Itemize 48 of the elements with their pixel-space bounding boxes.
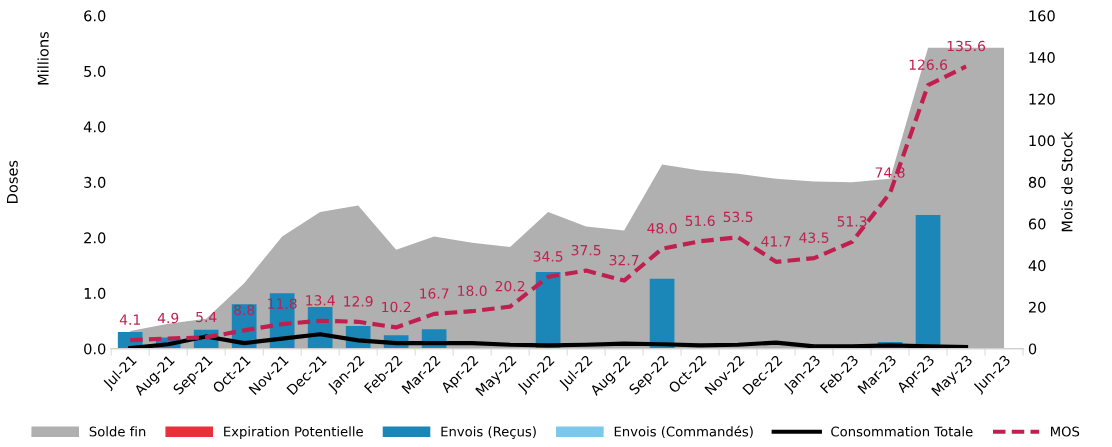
legend-label: Solde fin [89,426,146,437]
data-label: 51.3 [837,216,867,227]
y-axis-title: Doses [6,160,18,203]
data-label: 4.1 [119,314,140,325]
data-label: 34.5 [533,251,563,262]
data-label: 51.6 [685,215,715,227]
y-tick-label: 6.0 [84,10,106,22]
y-tick-label: 1.0 [84,287,106,299]
legend-label: Consommation Totale [831,426,973,437]
data-label: 5.4 [196,311,217,323]
y-tick-label: 2.0 [84,232,106,244]
y2-tick-label: 20 [1028,301,1046,313]
legend-label: Envois (Reçus) [441,426,536,439]
data-label: 16.7 [420,288,449,299]
data-label: 12.9 [344,296,373,307]
y-tick-label: 3.0 [84,176,106,188]
data-label: 20.2 [495,280,525,292]
text: Millions [37,32,49,85]
y2-tick-label: 120 [1029,93,1055,105]
data-label: 8.8 [234,304,255,316]
y2-tick-label: 80 [1028,176,1046,188]
data-label: 43.5 [799,232,829,243]
data-label: 135.6 [947,40,986,52]
y-tick-label: 0.0 [84,343,106,355]
line-series [128,332,969,349]
legend-label: Envois (Commandés) [614,425,753,439]
data-label: 4.9 [157,312,179,324]
y2-tick-label: 0 [1028,343,1037,355]
data-label: 53.5 [723,211,753,223]
y2-tick-label: 100 [1029,135,1055,147]
data-label: 48.0 [647,223,677,234]
data-label: 37.5 [571,244,601,256]
data-label: 126.6 [909,59,948,70]
legend-label: MOS [1051,426,1080,437]
data-label: 10.2 [382,301,411,313]
data-label: 41.7 [761,236,791,247]
data-label: 13.4 [306,295,335,306]
y2-tick-label: 60 [1028,218,1046,230]
legend-label: Expiration Potentielle [224,426,363,440]
bar [649,278,675,349]
y-tick-label: 5.0 [84,65,106,77]
y-tick-label: 4.0 [83,121,106,133]
y2-tick-label: 40 [1028,260,1046,272]
y2-axis-title: Mois de Stock [1061,131,1073,232]
data-label: 18.0 [458,285,487,296]
y2-tick-label: 140 [1029,51,1055,64]
data-label: 32.7 [609,254,639,266]
y2-tick-label: 160 [1029,10,1055,22]
